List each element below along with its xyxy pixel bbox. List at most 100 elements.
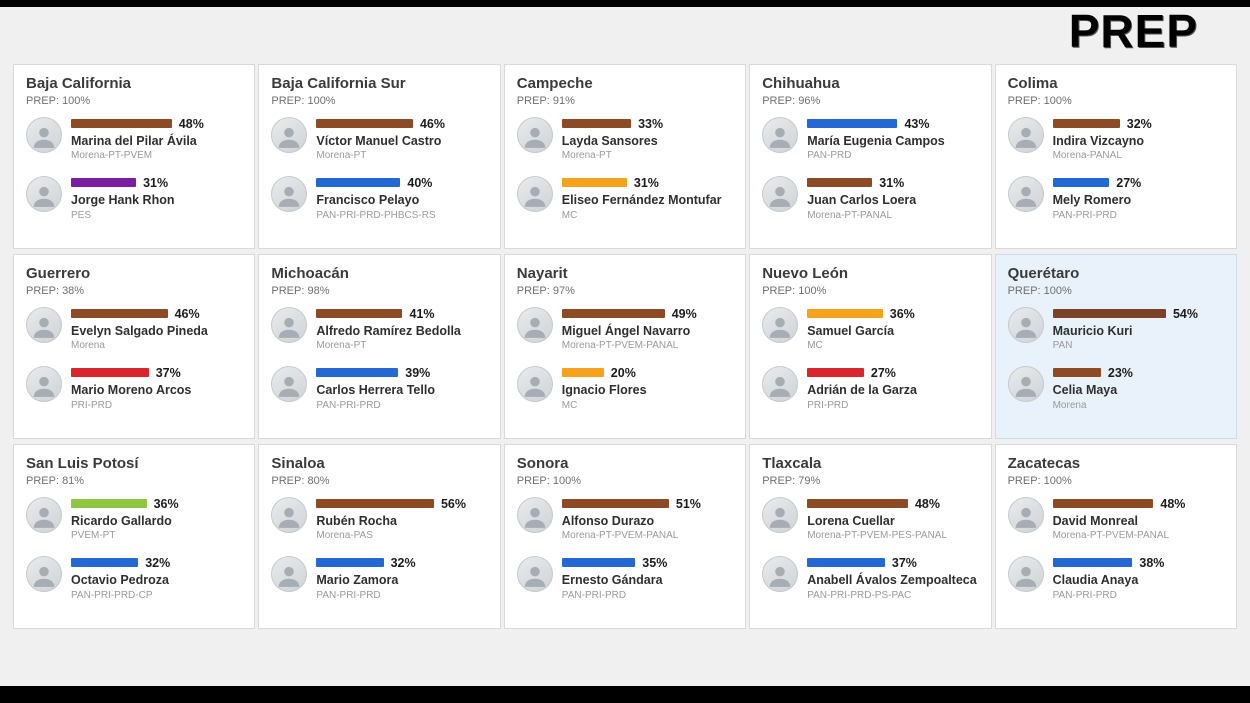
result-barline: 40%: [316, 175, 487, 190]
candidate-row: 32% Octavio Pedroza PAN-PRI-PRD-CP: [26, 556, 242, 601]
candidate-avatar: [26, 366, 62, 403]
state-name: Guerrero: [26, 265, 91, 282]
candidate-name: Ernesto Gándara: [561, 573, 663, 588]
result-percentage: 40%: [407, 175, 433, 190]
prep-progress-label: PREP: 100%: [26, 95, 91, 107]
candidate-party: PRI-PRD: [71, 399, 113, 411]
candidate-info: 36% Samuel García MC: [807, 307, 978, 352]
prep-progress-label: PREP: 96%: [762, 95, 821, 107]
candidate-avatar: [516, 117, 553, 153]
candidate-info: 48% Marina del Pilar Ávila Morena-PT-PVEM: [71, 117, 242, 162]
candidate-info: 27% Mely Romero PAN-PRI-PRD: [1052, 176, 1224, 221]
result-bar: [316, 558, 384, 568]
states-grid: Baja California PREP: 100% 48% Marina del P…: [13, 64, 1237, 629]
prep-progress-label: PREP: 38%: [26, 285, 85, 297]
candidate-avatar: [1007, 556, 1044, 593]
candidate-info: 31% Juan Carlos Loera Morena-PT-PANAL: [807, 176, 978, 221]
candidate-party: PAN-PRI-PRD: [1052, 209, 1117, 221]
person-icon: [524, 377, 546, 398]
person-icon: [524, 317, 546, 338]
result-bar: [561, 499, 669, 508]
result-barline: 33%: [561, 117, 733, 131]
person-icon: [33, 127, 55, 148]
state-name: Chihuahua: [762, 75, 840, 92]
candidate-row: 46% Víctor Manuel Castro Morena-PT: [271, 117, 487, 162]
candidate-row: 49% Miguel Ángel Navarro Morena-PT-PVEM-PA…: [516, 307, 733, 352]
candidate-info: 31% Eliseo Fernández Montufar MC: [561, 176, 733, 221]
candidate-row: 48% David Monreal Morena-PT-PVEM-PANAL: [1007, 497, 1224, 542]
candidate-party: PAN-PRI-PRD: [1052, 589, 1117, 601]
candidate-name: Alfredo Ramírez Bedolla: [316, 324, 461, 338]
candidate-avatar: [762, 366, 799, 403]
candidate-info: 32% Octavio Pedroza PAN-PRI-PRD-CP: [71, 556, 242, 601]
result-bar: [1052, 309, 1166, 318]
candidate-info: 48% David Monreal Morena-PT-PVEM-PANAL: [1052, 497, 1224, 542]
candidate-party: Morena-PT-PANAL: [807, 209, 893, 221]
candidate-party: PRI-PRD: [807, 399, 849, 411]
result-percentage: 23%: [1107, 365, 1133, 380]
bottom-black-bar: [0, 686, 1250, 703]
candidate-info: 54% Mauricio Kuri PAN: [1052, 306, 1224, 352]
state-card: Guerrero PREP: 38% 46% Evelyn Salgado Pined…: [13, 254, 256, 439]
candidate-name: Celia Maya: [1052, 383, 1118, 398]
candidate-party: Morena: [1052, 399, 1087, 411]
result-percentage: 31%: [879, 175, 905, 190]
candidate-name: Alfonso Durazo: [561, 514, 655, 528]
candidate-info: 37% Anabell Ávalos Zempoalteca PAN-PRI-PRD…: [807, 556, 978, 601]
candidate-avatar: [1007, 117, 1044, 153]
result-barline: 27%: [1052, 176, 1224, 190]
result-barline: 48%: [807, 497, 978, 511]
result-barline: 39%: [316, 366, 487, 380]
person-icon: [769, 507, 791, 528]
candidate-row: 37% Anabell Ávalos Zempoalteca PAN-PRI-PRD…: [762, 556, 978, 601]
candidate-row: 54% Mauricio Kuri PAN: [1007, 306, 1224, 352]
candidate-row: 31% Juan Carlos Loera Morena-PT-PANAL: [762, 176, 978, 221]
person-icon: [279, 127, 300, 148]
candidate-party: MC: [561, 399, 578, 411]
result-percentage: 46%: [174, 306, 200, 321]
candidate-name: Juan Carlos Loera: [807, 193, 917, 208]
result-barline: 37%: [71, 365, 242, 380]
candidate-info: 36% Ricardo Gallardo PVEM-PT: [71, 497, 242, 542]
candidate-info: 32% Indira Vizcayno Morena-PANAL: [1052, 117, 1224, 162]
result-bar: [71, 178, 137, 188]
candidate-row: 32% Indira Vizcayno Morena-PANAL: [1007, 117, 1224, 162]
candidate-info: 48% Lorena Cuellar Morena-PT-PVEM-PES-PANA…: [807, 497, 978, 542]
result-percentage: 36%: [889, 306, 915, 321]
candidate-name: María Eugenia Campos: [807, 134, 945, 148]
candidate-row: 38% Claudia Anaya PAN-PRI-PRD: [1007, 556, 1224, 601]
candidate-party: Morena-PT: [316, 340, 367, 352]
result-percentage: 41%: [409, 306, 435, 321]
person-icon: [1015, 377, 1036, 398]
person-icon: [1015, 567, 1036, 588]
result-percentage: 56%: [440, 496, 467, 511]
state-card: Campeche PREP: 91% 33% Layda Sansores Morena…: [503, 64, 747, 249]
state-card: Sinaloa PREP: 80% 56% Rubén Rocha Morena-PAS…: [258, 444, 501, 629]
state-name: Colima: [1007, 75, 1058, 92]
result-bar: [1052, 558, 1133, 568]
prep-progress-label: PREP: 98%: [271, 285, 330, 297]
candidate-party: PAN-PRD: [807, 150, 852, 162]
candidate-row: 31% Eliseo Fernández Montufar MC: [516, 176, 733, 221]
result-bar: [71, 119, 172, 128]
candidate-avatar: [762, 556, 799, 593]
result-percentage: 35%: [642, 555, 668, 570]
candidate-name: Mario Zamora: [316, 573, 399, 588]
candidate-avatar: [1007, 176, 1044, 213]
state-name: Baja California: [26, 75, 132, 92]
candidate-row: 36% Samuel García MC: [762, 307, 978, 352]
candidate-row: 35% Ernesto Gándara PAN-PRI-PRD: [516, 555, 733, 601]
result-percentage: 54%: [1172, 306, 1199, 321]
candidate-party: Morena-PT: [316, 150, 367, 162]
state-card: Colima PREP: 100% 32% Indira Vizcayno Morena…: [994, 64, 1237, 249]
result-barline: 31%: [71, 176, 242, 190]
result-percentage: 37%: [155, 365, 181, 380]
result-barline: 32%: [71, 556, 242, 570]
person-icon: [769, 567, 791, 588]
result-barline: 49%: [561, 307, 733, 321]
state-card: Baja California PREP: 100% 48% Marina del P…: [13, 64, 256, 249]
state-card: Nuevo León PREP: 100% 36% Samuel García MC 27…: [749, 254, 992, 439]
candidate-row: 37% Mario Moreno Arcos PRI-PRD: [26, 366, 242, 411]
candidate-info: 23% Celia Maya Morena: [1052, 365, 1224, 411]
candidate-avatar: [762, 497, 799, 533]
